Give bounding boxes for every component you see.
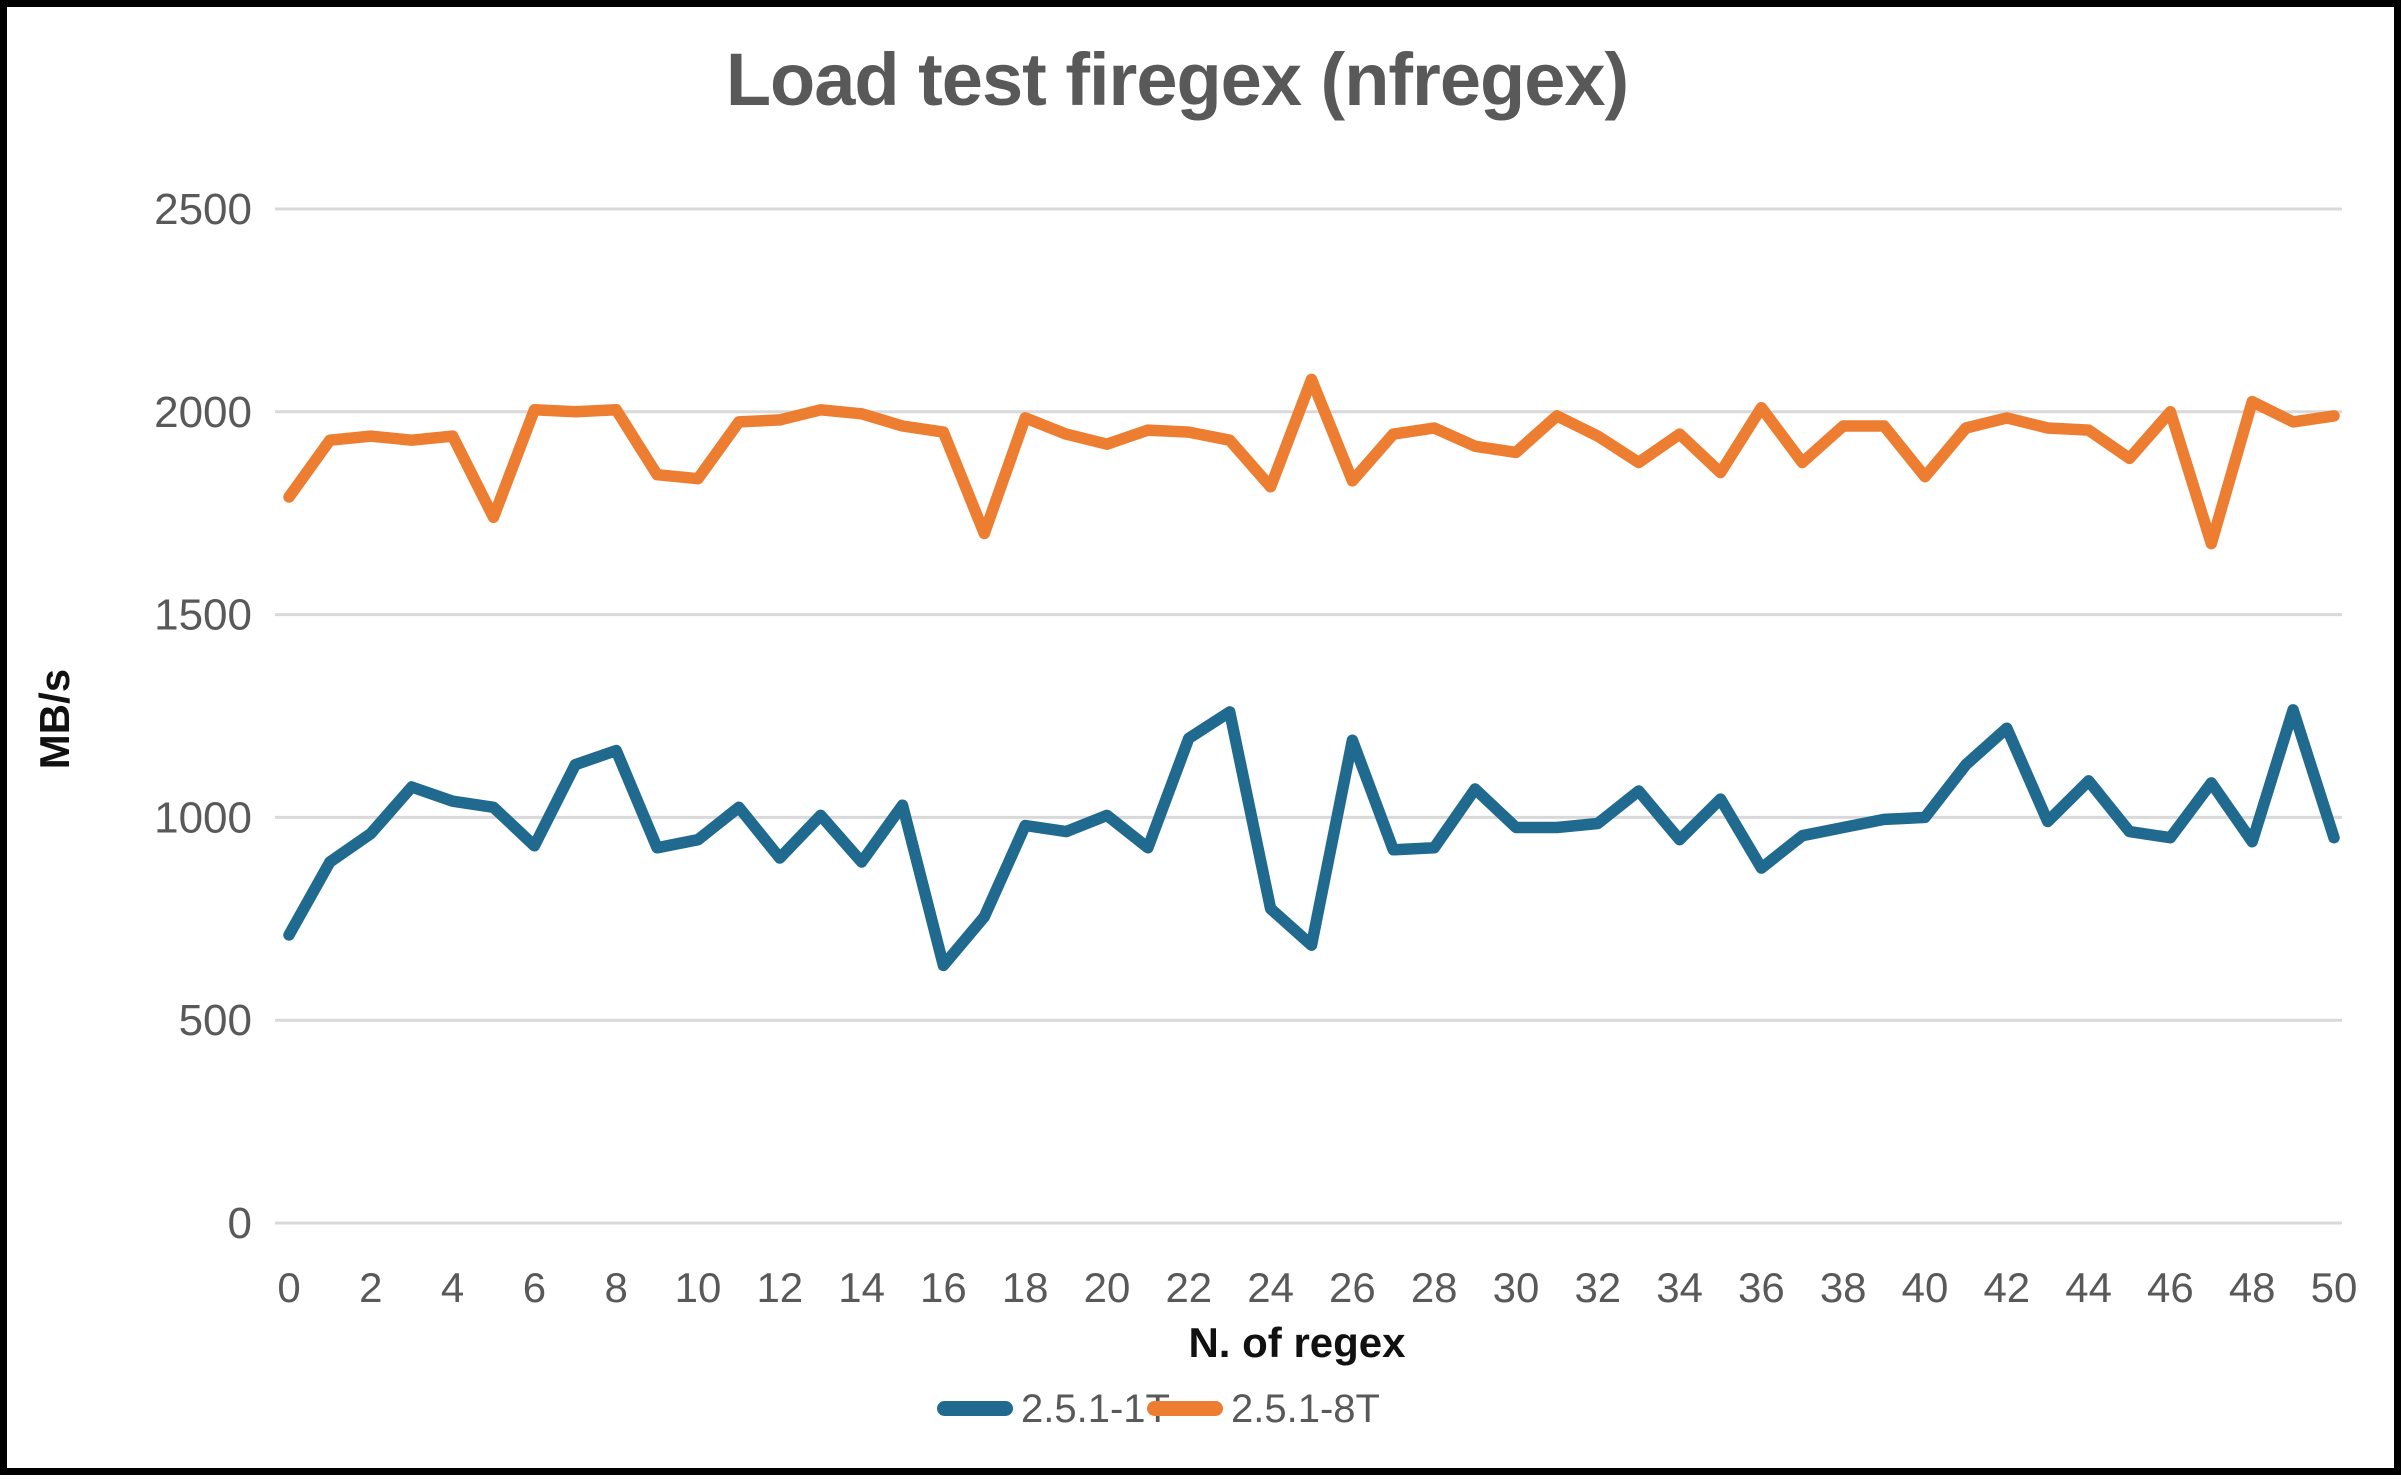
x-tick-label-38: 38 xyxy=(1820,1264,1867,1311)
x-tick-label-24: 24 xyxy=(1247,1264,1294,1311)
series-line-2.5.1-8T xyxy=(283,373,2340,550)
x-tick-label-42: 42 xyxy=(1983,1264,2030,1311)
gridlines xyxy=(275,207,2342,1225)
legend-item-1t: 2.5.1-1T xyxy=(937,1387,1170,1431)
legend-item-8t: 2.5.1-8T xyxy=(1147,1387,1380,1431)
x-tick-label-12: 12 xyxy=(756,1264,803,1311)
legend-label-8t: 2.5.1-8T xyxy=(1231,1387,1380,1431)
x-tick-label-26: 26 xyxy=(1329,1264,1376,1311)
x-tick-label-0: 0 xyxy=(277,1264,300,1311)
x-tick-label-16: 16 xyxy=(920,1264,967,1311)
x-tick-label-22: 22 xyxy=(1165,1264,1212,1311)
x-axis-title: N. of regex xyxy=(1188,1319,1406,1366)
y-axis-tick-labels: 0 500 1000 1500 2000 2500 xyxy=(154,185,252,1248)
legend-swatch-1t-icon xyxy=(937,1401,1013,1416)
x-tick-label-4: 4 xyxy=(441,1264,464,1311)
x-tick-label-28: 28 xyxy=(1411,1264,1458,1311)
x-tick-label-14: 14 xyxy=(838,1264,885,1311)
x-tick-label-36: 36 xyxy=(1738,1264,1785,1311)
y-tick-label-500: 500 xyxy=(179,996,252,1045)
x-tick-label-34: 34 xyxy=(1656,1264,1703,1311)
x-axis-tick-labels: 0 2 4 6 8 10 12 14 16 18 20 22 24 26 28 30 32 34 36 38 40 42 4… xyxy=(277,1264,2357,1311)
x-tick-label-32: 32 xyxy=(1574,1264,1621,1311)
y-axis-title: MB/s xyxy=(31,669,78,769)
y-tick-label-0: 0 xyxy=(228,1199,252,1248)
x-tick-label-18: 18 xyxy=(1002,1264,1049,1311)
x-tick-label-46: 46 xyxy=(2147,1264,2194,1311)
y-tick-label-1000: 1000 xyxy=(154,793,252,842)
x-tick-label-30: 30 xyxy=(1493,1264,1540,1311)
x-tick-label-6: 6 xyxy=(523,1264,546,1311)
line-chart: Load test firegex (nfregex) 050010001500… xyxy=(31,38,2357,1431)
y-tick-label-1500: 1500 xyxy=(154,591,252,640)
x-tick-label-20: 20 xyxy=(1084,1264,1131,1311)
x-tick-label-50: 50 xyxy=(2311,1264,2358,1311)
legend: 2.5.1-1T 2.5.1-8T xyxy=(937,1387,1380,1431)
chart-title: Load test firegex (nfregex) xyxy=(726,38,1628,121)
y-tick-label-2000: 2000 xyxy=(154,388,252,437)
x-tick-label-2: 2 xyxy=(359,1264,382,1311)
x-tick-label-10: 10 xyxy=(675,1264,722,1311)
x-tick-label-48: 48 xyxy=(2229,1264,2276,1311)
series-lines xyxy=(283,373,2340,972)
x-tick-label-44: 44 xyxy=(2065,1264,2112,1311)
legend-label-1t: 2.5.1-1T xyxy=(1021,1387,1170,1431)
x-tick-label-8: 8 xyxy=(605,1264,628,1311)
legend-swatch-8t-icon xyxy=(1147,1401,1223,1416)
y-tick-label-2500: 2500 xyxy=(154,185,252,234)
x-tick-label-40: 40 xyxy=(1902,1264,1949,1311)
series-line-2.5.1-1T xyxy=(283,704,2340,972)
